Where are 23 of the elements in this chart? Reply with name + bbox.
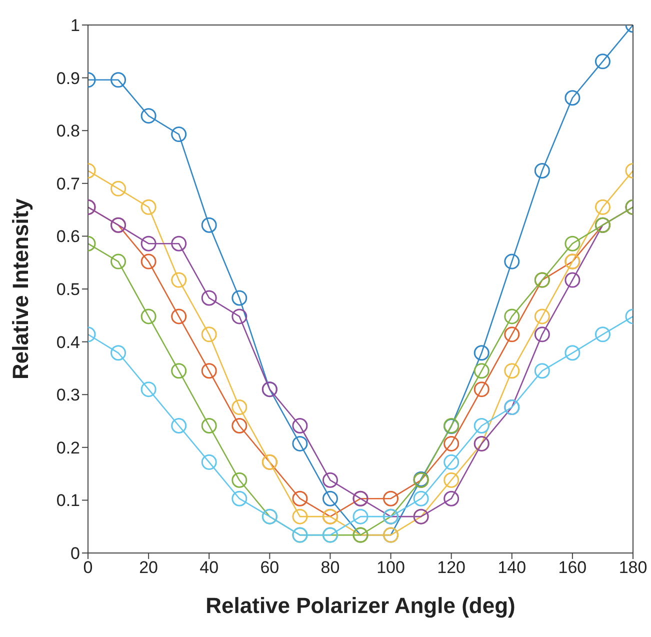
x-tick-label: 40: [200, 558, 219, 578]
y-tick-label: 0.3: [56, 386, 80, 405]
y-tick-label: 1: [70, 16, 80, 36]
x-tick-label: 0: [83, 558, 93, 578]
x-tick-label: 60: [260, 558, 280, 578]
y-tick-label: 0.1: [56, 491, 80, 510]
y-axis-title: Relative Intensity: [8, 198, 33, 380]
y-tick-label: 0.6: [56, 227, 80, 246]
y-tick-label: 0.9: [56, 68, 80, 88]
y-tick-label: 0.5: [56, 280, 80, 300]
y-tick-label: 0.4: [56, 332, 80, 352]
x-tick-label: 100: [376, 558, 405, 578]
x-tick-label: 140: [498, 558, 526, 578]
x-tick-label: 120: [437, 558, 466, 578]
y-tick-label: 0.2: [56, 438, 80, 458]
x-tick-label: 180: [618, 558, 648, 578]
x-axis-title: Relative Polarizer Angle (deg): [206, 593, 516, 618]
y-tick-label: 0.7: [56, 174, 80, 194]
x-tick-label: 20: [139, 558, 158, 578]
x-tick-label: 80: [320, 558, 340, 578]
y-tick-label: 0.8: [56, 122, 80, 141]
x-tick-label: 160: [558, 558, 587, 578]
y-tick-label: 0: [70, 544, 80, 564]
